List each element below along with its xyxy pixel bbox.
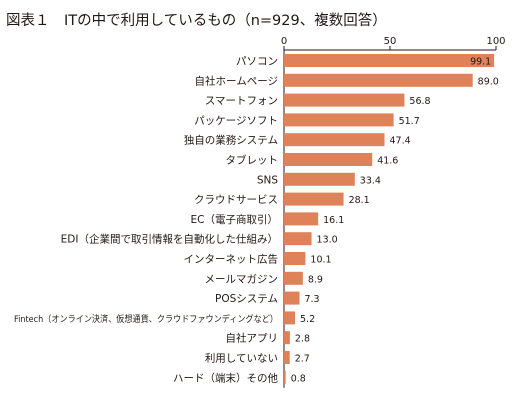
category-label: EC（電子商取引） xyxy=(191,213,278,226)
x-tick-label: 50 xyxy=(384,36,397,47)
bar xyxy=(284,331,290,345)
value-label: 2.8 xyxy=(295,334,310,345)
value-label: 99.1 xyxy=(470,57,491,68)
value-label: 8.9 xyxy=(308,274,323,285)
value-label: 0.8 xyxy=(291,373,306,384)
bar xyxy=(284,54,495,67)
category-label: EDI（企業間で取引情報を自動化した仕組み） xyxy=(61,233,278,246)
category-label: POSシステム xyxy=(215,293,278,305)
value-label: 2.7 xyxy=(295,354,310,365)
chart-labels: パソコン 99.1 自社ホームページ 89.0 スマートフォン 56.8 パッケージソフト 5… xyxy=(14,56,499,385)
bar xyxy=(284,271,303,285)
bar xyxy=(284,291,300,305)
bar xyxy=(284,93,405,107)
bar xyxy=(284,113,394,127)
category-label: 独自の業務システム xyxy=(184,134,278,147)
bar xyxy=(284,232,312,246)
x-tick-label: 0 xyxy=(281,36,287,47)
value-label: 33.4 xyxy=(360,175,381,186)
bar xyxy=(284,252,306,265)
bar xyxy=(284,133,385,147)
bar xyxy=(284,370,286,384)
category-label: メールマガジン xyxy=(205,273,279,285)
category-label: パッケージソフト xyxy=(194,115,278,127)
category-label: 自社アプリ xyxy=(226,332,279,345)
chart-title: 図表１ ITの中で利用しているもの（n=929、複数回答） xyxy=(6,12,387,29)
value-label: 10.1 xyxy=(310,255,331,266)
value-label: 13.0 xyxy=(317,235,338,246)
value-label: 5.2 xyxy=(300,314,315,325)
category-label: 自社ホームページ xyxy=(195,74,278,87)
category-label: スマートフォン xyxy=(205,95,278,107)
category-label: ハード（端末）その他 xyxy=(173,371,278,384)
value-label: 41.6 xyxy=(377,156,398,167)
value-label: 16.1 xyxy=(323,215,344,226)
bar xyxy=(284,172,355,186)
chart-bars xyxy=(284,54,495,384)
bar xyxy=(284,351,290,364)
value-label: 56.8 xyxy=(409,96,430,107)
category-label: Fintech（オンライン決済、仮想通貨、クラウドファウンディングなど） xyxy=(14,313,278,325)
value-label: 7.3 xyxy=(304,294,319,305)
category-label: SNS xyxy=(257,174,279,186)
bar xyxy=(284,73,473,87)
value-label: 28.1 xyxy=(349,195,370,206)
value-label: 51.7 xyxy=(399,116,420,127)
value-label: 47.4 xyxy=(389,136,410,147)
x-tick-label: 100 xyxy=(486,36,505,47)
category-label: 利用していない xyxy=(205,353,278,365)
bar xyxy=(284,311,296,325)
bar xyxy=(284,153,373,166)
category-label: パソコン xyxy=(236,56,278,68)
chart-axes: 0 50 100 xyxy=(281,36,506,388)
value-label: 89.0 xyxy=(478,76,499,87)
category-label: インターネット広告 xyxy=(184,253,279,266)
category-label: クラウドサービス xyxy=(194,194,278,206)
bar xyxy=(284,192,344,206)
bar xyxy=(284,212,319,226)
category-label: タブレット xyxy=(226,154,279,167)
